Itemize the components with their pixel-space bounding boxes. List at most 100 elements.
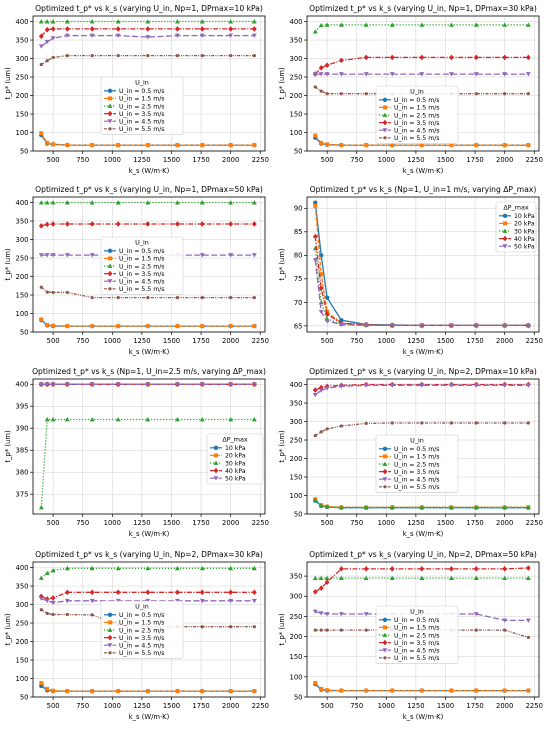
legend-entry: U_in = 3.5 m/s [119, 111, 165, 118]
data-point [318, 503, 324, 508]
x-tick-label: 1500 [437, 702, 454, 710]
data-point [313, 628, 317, 632]
subplot-8: 500 750 1000 1250 1500 1750 2000 2250 50 100 150 20… [278, 550, 543, 721]
subplot-5: 500 750 1000 1250 1500 1750 2000 2250 375 380 385 3… [4, 367, 269, 538]
legend-marker [383, 656, 387, 660]
data-point [363, 323, 369, 328]
data-point [324, 62, 330, 68]
legend-entry: 50 kPa [514, 244, 535, 251]
data-point [338, 384, 344, 389]
data-point [44, 598, 50, 604]
data-point [50, 382, 56, 387]
data-point [503, 92, 507, 96]
y-tick-label: 350 [16, 217, 29, 225]
data-point [175, 33, 180, 39]
legend-box [100, 76, 184, 135]
legend-box [100, 600, 184, 659]
legend-entry: U_in = 4.5 m/s [394, 477, 440, 484]
data-point [64, 33, 70, 39]
x-tick-label: 1500 [437, 519, 454, 527]
legend-marker [107, 279, 113, 284]
legend-entry: 40 kPa [514, 236, 535, 243]
legend-title: U_in [135, 239, 149, 247]
data-point [175, 689, 180, 694]
legend-entry: U_in = 5.5 m/s [394, 484, 440, 491]
y-tick-label: 150 [290, 110, 303, 118]
y-tick-label: 150 [290, 653, 303, 661]
data-point [449, 72, 454, 77]
data-point [339, 628, 343, 632]
chart-title: Optimized t_p* vs k_s (Np=1, U_in=1 m/s,… [310, 185, 537, 194]
data-point [449, 688, 454, 693]
y-tick-label: 150 [16, 110, 29, 118]
data-point [50, 200, 56, 205]
series-line [40, 132, 255, 146]
x-tick-label: 1000 [378, 156, 395, 164]
legend-entry: U_in = 3.5 m/s [394, 640, 440, 647]
y-axis-label: t_p* (um) [4, 248, 12, 281]
data-point [115, 565, 121, 571]
x-tick-label: 2250 [252, 156, 269, 164]
data-point [419, 383, 425, 388]
data-point [39, 608, 43, 612]
data-point [45, 59, 49, 63]
data-point [90, 53, 94, 58]
x-tick-label: 1250 [133, 519, 150, 527]
x-tick-label: 500 [47, 702, 60, 710]
data-point [50, 253, 56, 258]
x-tick-label: 1250 [133, 156, 150, 164]
legend-marker [107, 88, 113, 94]
data-point [200, 324, 205, 329]
data-point [319, 140, 324, 145]
legend-entry: 40 kPa [225, 468, 246, 475]
legend-entry: 30 kPa [225, 460, 246, 467]
data-point [65, 689, 70, 694]
data-point [525, 72, 531, 77]
legend-entry: U_in = 3.5 m/s [119, 271, 165, 278]
data-point [64, 221, 70, 227]
series-group [312, 200, 531, 329]
data-point [364, 628, 368, 632]
y-tick-label: 250 [290, 73, 303, 81]
y-tick-label: 150 [290, 473, 303, 481]
legend-marker [108, 651, 112, 655]
data-point [65, 53, 69, 58]
data-point [90, 613, 94, 617]
data-point [449, 143, 454, 148]
y-tick-label: 75 [294, 275, 303, 283]
data-point [145, 689, 150, 694]
data-point [64, 565, 70, 571]
legend-entry: U_in = 0.5 m/s [394, 617, 440, 624]
legend-title: U_in [410, 88, 424, 96]
data-point [200, 296, 204, 300]
data-point [474, 628, 478, 632]
data-point [318, 388, 324, 393]
x-tick-label: 2250 [252, 519, 269, 527]
x-tick-label: 1000 [104, 156, 121, 164]
data-point [338, 504, 344, 510]
legend-entry: U_in = 0.5 m/s [119, 248, 165, 255]
axes-frame [32, 561, 266, 698]
data-point [175, 589, 180, 596]
data-point [175, 296, 180, 300]
x-tick-label: 750 [76, 702, 89, 710]
legend-entry: U_in = 4.5 m/s [119, 119, 165, 126]
data-point [473, 72, 479, 77]
data-point [50, 19, 56, 24]
data-point [200, 53, 204, 58]
data-point [65, 612, 69, 617]
x-tick-label: 2250 [526, 702, 543, 710]
legend-marker [107, 612, 113, 617]
legend-marker [108, 287, 112, 291]
data-point [389, 54, 395, 61]
data-point [419, 143, 424, 148]
data-point [251, 589, 257, 596]
legend: U_inU_in = 0.5 m/sU_in = 1.5 m/sU_in = 2… [100, 76, 184, 135]
data-point [116, 296, 120, 300]
data-point [252, 324, 257, 329]
data-point [199, 417, 205, 422]
legend-marker [107, 627, 113, 632]
series-group [38, 19, 257, 148]
y-tick-label: 300 [290, 418, 303, 426]
